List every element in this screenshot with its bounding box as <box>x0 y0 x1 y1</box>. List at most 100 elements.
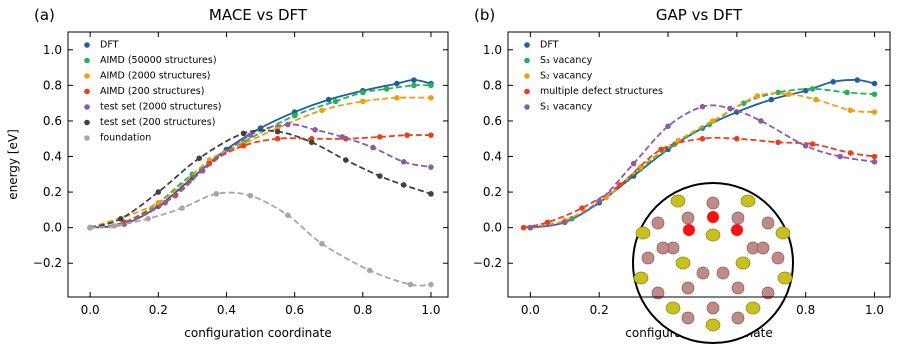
data-point <box>544 219 551 226</box>
x-tick-label: 1.0 <box>865 303 884 317</box>
data-point <box>285 121 291 128</box>
data-point <box>240 143 247 149</box>
data-point <box>155 199 162 206</box>
data-point <box>830 78 837 85</box>
data-point <box>377 173 383 179</box>
legend-marker <box>84 135 90 141</box>
legend-marker <box>524 88 530 95</box>
data-point <box>727 105 733 112</box>
data-point <box>837 153 843 160</box>
legend-label: S₃ vacancy <box>540 55 593 66</box>
data-point <box>699 103 706 110</box>
legend-marker <box>84 119 90 126</box>
y-tick-label: 1.0 <box>483 43 502 57</box>
data-point <box>428 281 434 288</box>
data-point <box>854 77 861 83</box>
data-point <box>162 199 168 206</box>
data-point <box>121 221 128 227</box>
data-point <box>802 143 809 149</box>
data-point <box>339 134 346 140</box>
data-point <box>87 224 93 231</box>
data-point <box>319 107 325 114</box>
data-point <box>247 132 254 138</box>
x-tick-label: 0.8 <box>353 303 372 317</box>
data-point <box>809 141 816 147</box>
legend-label: foundation <box>100 133 151 144</box>
legend-marker <box>524 104 530 110</box>
data-point <box>285 212 291 218</box>
atom-mo <box>706 301 720 315</box>
x-tick-label: 0.8 <box>796 303 815 317</box>
data-point <box>809 86 816 92</box>
data-point <box>407 281 414 288</box>
y-tick-label: 0.0 <box>43 221 62 235</box>
legend-marker <box>84 42 90 48</box>
atom-s <box>705 228 721 242</box>
data-point <box>404 132 410 138</box>
vacancy-center <box>707 211 719 223</box>
data-point <box>428 95 434 101</box>
legend-marker <box>84 104 90 110</box>
atom-mo <box>681 211 695 225</box>
data-point <box>775 89 781 96</box>
data-point <box>871 153 878 160</box>
atom-s <box>775 226 791 240</box>
y-tick-label: 0.8 <box>43 78 62 92</box>
y-tick-label: 0.0 <box>483 221 502 235</box>
data-point <box>400 182 407 188</box>
data-point <box>377 134 383 140</box>
data-point <box>213 191 220 197</box>
atom-mo <box>731 211 745 225</box>
atom-mo <box>656 241 670 255</box>
x-tick-label: 0.6 <box>285 303 304 317</box>
series-line <box>89 96 431 229</box>
atom-mo <box>706 196 720 210</box>
atom-s <box>670 194 686 208</box>
data-point <box>274 128 281 135</box>
data-point <box>758 118 764 124</box>
data-point <box>617 182 623 188</box>
data-point <box>145 215 151 222</box>
vacancy-right <box>731 224 743 236</box>
data-point <box>658 146 664 153</box>
data-point <box>844 89 850 96</box>
data-point <box>847 150 854 156</box>
atom-mo <box>756 241 770 255</box>
atom-mo <box>761 216 775 230</box>
atom-mo <box>696 266 710 280</box>
legend-marker <box>84 88 90 95</box>
legend-marker <box>524 42 530 48</box>
data-point <box>312 127 318 133</box>
data-point <box>370 144 376 151</box>
x-tick-label: 0.2 <box>149 303 168 317</box>
data-point <box>199 167 206 174</box>
legend-marker <box>524 57 530 64</box>
atom-s <box>705 318 721 332</box>
data-point <box>342 157 349 163</box>
x-axis-label: configuration coordinate <box>184 326 331 340</box>
data-point <box>579 205 585 211</box>
data-point <box>754 93 761 99</box>
legend-marker <box>84 73 90 79</box>
data-point <box>428 164 434 170</box>
atom-mo <box>681 311 695 325</box>
atom-mo <box>641 251 655 265</box>
legend-label: AIMD (50000 structures) <box>100 55 217 66</box>
data-point <box>411 82 417 89</box>
atom-s <box>675 256 691 270</box>
data-point <box>428 132 434 138</box>
data-point <box>332 98 339 105</box>
legend-marker <box>524 73 530 79</box>
data-point <box>394 95 400 101</box>
atom-mo <box>761 286 775 300</box>
atom-s <box>740 194 756 208</box>
data-point <box>274 135 281 142</box>
data-point <box>428 82 434 89</box>
panel-label: (b) <box>474 6 495 24</box>
atom-mo <box>731 281 745 295</box>
y-tick-label: 1.0 <box>43 43 62 57</box>
data-point <box>240 130 247 137</box>
series-line <box>90 134 431 229</box>
data-point <box>709 118 716 124</box>
data-point <box>768 96 775 103</box>
